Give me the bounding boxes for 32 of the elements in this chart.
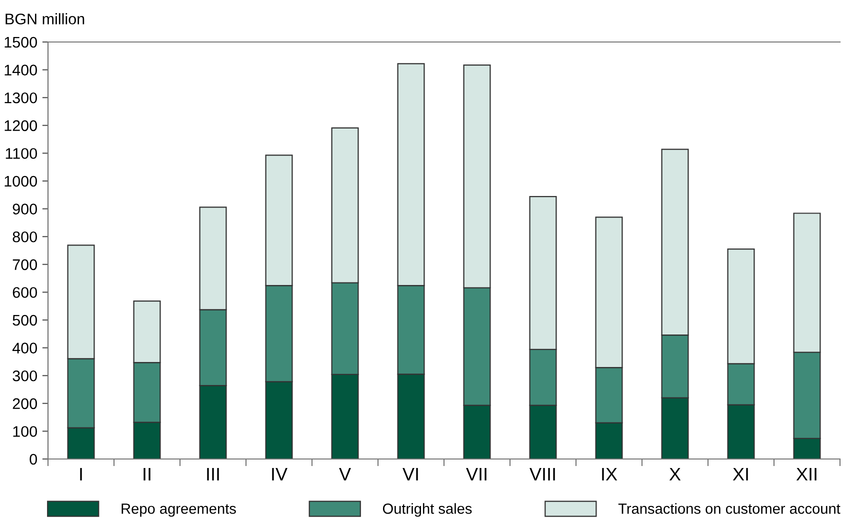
y-tick-label: 100 <box>13 426 37 437</box>
x-tick-label: XII <box>796 468 816 480</box>
y-tick-label: 1500 <box>4 36 37 48</box>
x-tick-label: VI <box>402 468 418 480</box>
y-tick-label: 300 <box>12 370 37 382</box>
y-tick-label: 900 <box>12 204 37 214</box>
x-tick-label: III <box>207 468 219 480</box>
y-tick-label: 1100 <box>6 148 37 159</box>
x-tick-label: IV <box>272 468 288 480</box>
y-tick-label: 1400 <box>4 64 37 76</box>
legend-label: Repo agreements <box>122 504 236 517</box>
x-tick-label: XI <box>732 468 748 480</box>
y-tick-label: 1000 <box>4 176 37 187</box>
y-tick-label: 0 <box>30 454 37 465</box>
legend-label: Outright sales <box>382 503 472 517</box>
y-tick-label: 1300 <box>4 92 37 104</box>
y-tick-label: 800 <box>12 231 37 242</box>
x-tick-label: V <box>339 468 351 480</box>
y-tick-label: 700 <box>12 259 37 270</box>
x-tick-label: II <box>144 468 150 480</box>
x-tick-label: VIII <box>530 468 555 480</box>
x-tick-label: X <box>669 468 681 480</box>
x-tick-label: I <box>80 468 82 480</box>
x-tick-label: IX <box>602 468 618 480</box>
y-tick-label: 1200 <box>4 120 37 132</box>
y-axis-title: BGN million <box>6 13 84 24</box>
y-tick-label: 500 <box>12 314 37 326</box>
y-tick-label: 200 <box>12 398 37 410</box>
y-tick-label: 400 <box>12 342 37 354</box>
legend-label: Transactions on customer account <box>618 503 840 514</box>
y-tick-label: 600 <box>12 287 37 298</box>
x-tick-label: VII <box>466 468 486 480</box>
